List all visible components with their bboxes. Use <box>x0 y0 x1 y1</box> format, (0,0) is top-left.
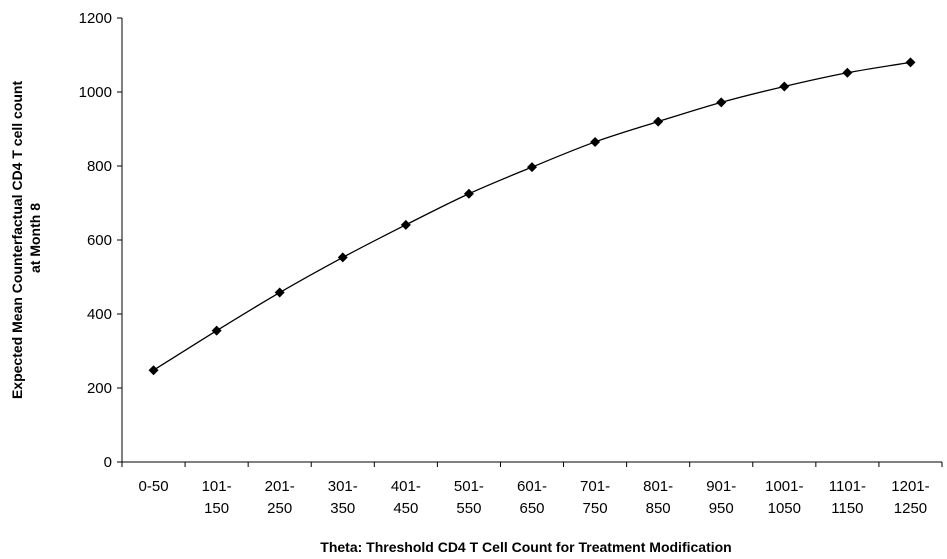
x-axis-ticks: 0-50 101-150 201-250 301-350 401-450 501-550 6… <box>121 462 943 517</box>
data-point-marker <box>590 136 601 147</box>
y-axis-ticks: 0 200 400 600 800 1000 1200 <box>79 10 122 471</box>
x-tick-label: 601-650 <box>517 478 547 517</box>
data-point-marker <box>653 116 664 127</box>
data-point-marker <box>148 365 159 376</box>
x-tick-label: 0-50 <box>139 478 169 495</box>
x-tick-label: 201-250 <box>265 478 295 517</box>
y-axis-title: Expected Mean Counterfactual CD4 T cell … <box>9 77 43 399</box>
y-tick-label: 1200 <box>79 10 112 27</box>
series-group <box>148 57 916 376</box>
x-tick-label: 101-150 <box>202 478 232 517</box>
data-point-marker <box>463 188 474 199</box>
data-point-marker <box>716 97 727 108</box>
y-tick-label: 0 <box>104 454 112 471</box>
x-tick-label: 901-950 <box>706 478 736 517</box>
x-tick-label: 401-450 <box>391 478 421 517</box>
x-tick-label: 1201-1250 <box>891 478 929 517</box>
data-point-marker <box>400 219 411 230</box>
x-tick-label: 801-850 <box>643 478 673 517</box>
x-tick-label: 1101-1150 <box>829 478 866 517</box>
y-tick-label: 400 <box>87 306 112 323</box>
data-point-marker <box>905 57 916 68</box>
data-point-marker <box>337 252 348 263</box>
data-point-marker <box>842 67 853 78</box>
x-tick-label: 701-750 <box>580 478 610 517</box>
x-axis-title: Theta: Threshold CD4 T Cell Count for Tr… <box>320 539 731 555</box>
data-point-marker <box>527 162 537 173</box>
data-point-marker <box>211 325 222 336</box>
data-point-marker <box>274 287 285 298</box>
series-line <box>153 61 911 371</box>
data-point-marker <box>779 81 790 92</box>
x-tick-label: 1001-1050 <box>765 478 803 517</box>
y-tick-label: 200 <box>87 380 112 397</box>
x-tick-label: 501-550 <box>454 478 484 517</box>
y-tick-label: 1000 <box>79 84 112 101</box>
y-tick-label: 800 <box>87 158 112 175</box>
y-tick-label: 600 <box>87 232 112 249</box>
x-tick-label: 301-350 <box>328 478 358 517</box>
y-axis-title-line1: Expected Mean Counterfactual CD4 T cell … <box>9 81 25 400</box>
y-axis-title-line2: at Month 8 <box>27 203 43 273</box>
